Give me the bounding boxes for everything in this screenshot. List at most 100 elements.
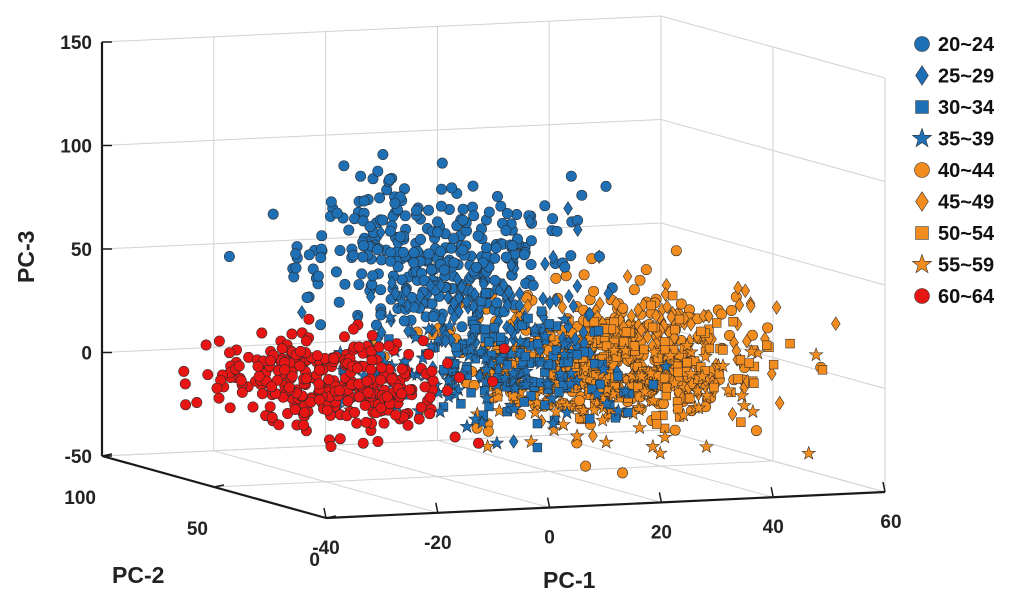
data-point [361,375,373,387]
data-point [224,347,235,359]
data-point [252,360,264,372]
data-point [540,256,550,272]
data-point [466,388,476,398]
data-point [691,400,707,415]
data-point [674,314,685,325]
data-point [382,309,398,324]
data-point [669,424,681,436]
legend-marker [915,226,929,240]
data-point [440,333,451,349]
data-point [457,244,469,256]
data-point [357,437,369,449]
x-tick-label: -20 [424,533,451,554]
y-tick-mark [213,484,225,488]
data-point [666,309,676,325]
data-point [634,368,650,383]
data-point [619,337,629,347]
data-point [645,438,661,453]
data-point [601,341,612,351]
data-point [484,401,494,412]
data-point [498,343,510,355]
data-point [507,240,519,252]
data-point [595,412,611,427]
data-point [463,341,479,357]
data-point [461,294,472,309]
data-point [419,381,431,393]
data-point [353,341,365,353]
data-point [662,348,678,363]
data-point [622,269,633,284]
data-point [394,231,406,243]
data-point [343,224,355,236]
data-point [565,170,577,182]
data-point [456,399,466,409]
data-point [632,419,648,435]
data-point [736,397,752,413]
data-point [682,357,692,368]
data-point [387,275,397,290]
data-point [662,299,672,315]
legend-label: 45~49 [938,192,994,214]
data-point [438,264,450,276]
data-point [321,404,333,416]
legend-marker [911,127,933,148]
z-tick-label: 50 [71,240,92,261]
data-point [408,247,420,259]
z-tick-label: -50 [65,447,92,468]
data-point [386,373,398,385]
data-point [372,165,384,177]
data-point [370,319,382,331]
data-point [459,418,475,433]
data-point [286,370,298,382]
data-point [698,438,714,454]
data-point [452,271,463,287]
data-point [331,207,343,219]
data-point [273,419,285,431]
data-point [745,403,761,419]
data-point [496,332,506,342]
data-point [514,298,525,313]
data-point [200,339,212,351]
data-point [774,395,785,411]
legend-marker [915,65,929,86]
data-point [504,284,514,300]
data-point [288,271,300,283]
data-point [554,387,564,397]
data-point [415,401,427,413]
legend-item: 60~64 [914,286,995,308]
data-point [423,248,435,260]
data-point [512,333,528,349]
data-point [366,289,376,305]
data-point [253,370,265,382]
data-point [424,408,436,420]
data-point [508,434,519,449]
data-point [397,246,409,258]
data-point [213,335,225,347]
data-point [490,242,502,254]
data-point [537,328,553,343]
data-point [595,379,605,390]
legend-label: 20~24 [938,34,995,56]
data-point [360,416,372,428]
data-point [590,359,600,369]
data-point [376,325,387,340]
series-35~39 [298,293,674,450]
data-point [817,365,828,375]
data-point [357,240,369,252]
data-point [383,340,395,352]
data-point [476,296,487,306]
data-point [548,403,564,419]
data-point [415,288,425,304]
data-point [694,368,710,383]
data-point [235,375,247,387]
data-point [518,363,534,378]
data-point [377,149,389,160]
data-point [449,431,461,443]
data-point [808,347,824,362]
data-point [557,336,572,351]
series-60~64 [178,313,510,452]
data-point [366,330,378,341]
data-point [408,257,420,269]
legend-item: 40~44 [914,160,995,182]
data-point [436,157,448,169]
